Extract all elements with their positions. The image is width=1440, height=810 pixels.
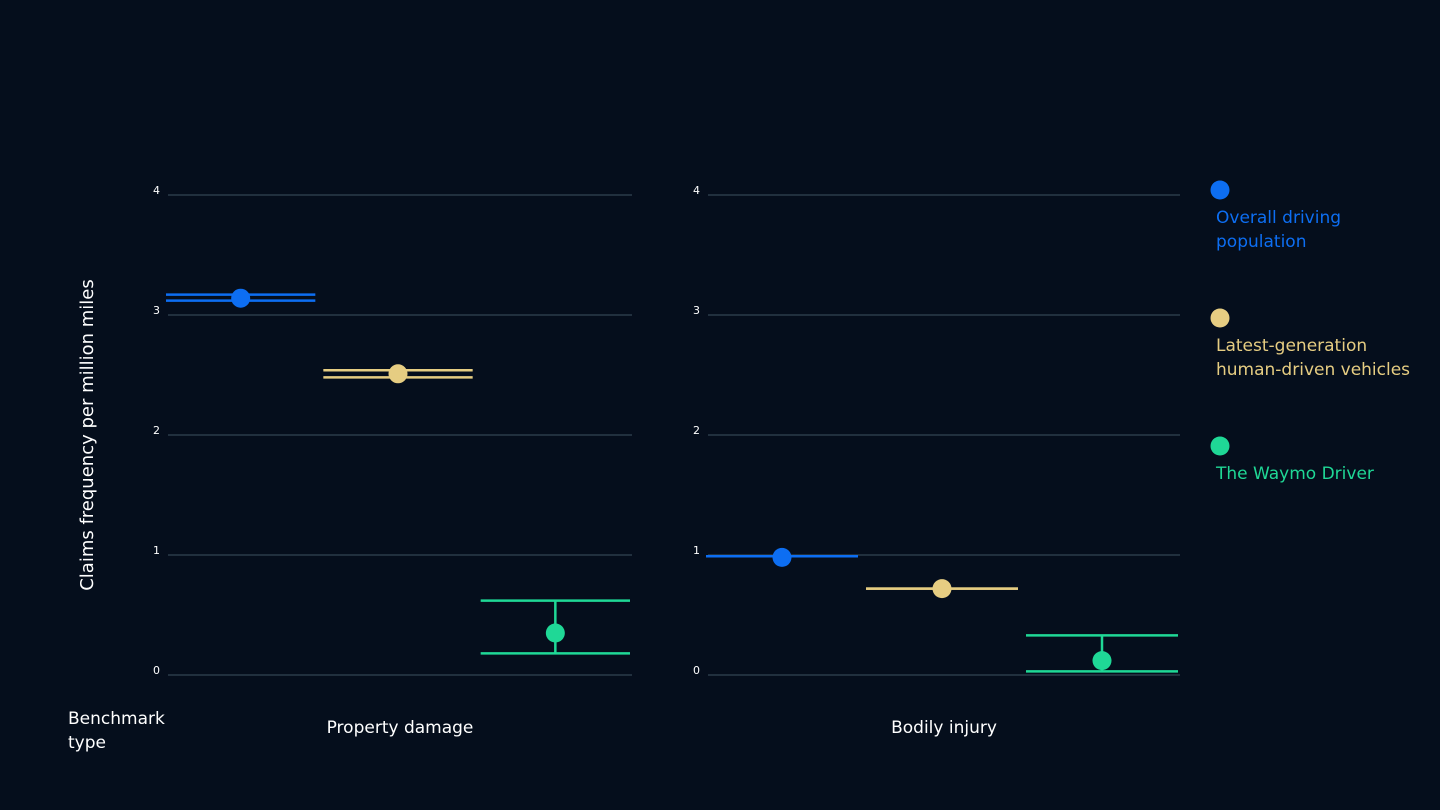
y-tick-label: 1 xyxy=(693,544,700,557)
point xyxy=(388,364,408,384)
y-axis-label: Claims frequency per million miles xyxy=(77,279,98,591)
point xyxy=(545,623,565,643)
legend-marker xyxy=(1210,180,1230,200)
y-tick-label: 4 xyxy=(153,184,160,197)
y-tick-label: 2 xyxy=(693,424,700,437)
point xyxy=(772,547,792,567)
point xyxy=(1092,651,1112,671)
point xyxy=(932,579,952,599)
legend-label: Latest-generation human-driven vehicles xyxy=(1216,336,1411,380)
legend-marker xyxy=(1210,308,1230,328)
x-tick-label: Bodily injury xyxy=(891,718,997,738)
x-axis-label: Benchmark type xyxy=(68,709,165,753)
y-tick-label: 4 xyxy=(693,184,700,197)
y-tick-label: 1 xyxy=(153,544,160,557)
x-tick-label: Property damage xyxy=(327,718,474,738)
y-tick-label: 3 xyxy=(693,304,700,317)
y-tick-label: 3 xyxy=(153,304,160,317)
legend-label: Overall driving population xyxy=(1216,208,1342,252)
point xyxy=(231,288,251,308)
y-tick-label: 0 xyxy=(153,664,160,677)
y-tick-label: 0 xyxy=(693,664,700,677)
y-tick-label: 2 xyxy=(153,424,160,437)
legend-marker xyxy=(1210,436,1230,456)
legend-label: The Waymo Driver xyxy=(1216,464,1374,484)
